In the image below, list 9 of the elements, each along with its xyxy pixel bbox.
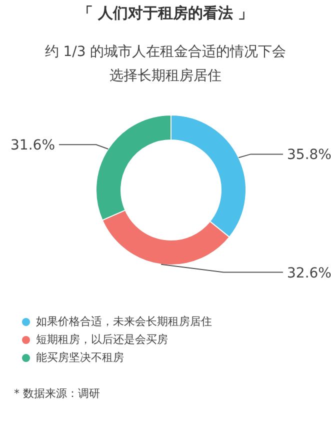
chart-title: 「 人们对于租房的看法 」 <box>76 4 254 23</box>
legend-label: 能买房坚决不租房 <box>36 350 124 366</box>
text: * 数据来源：调研 <box>14 386 100 401</box>
legend-label: 短期租房，以后还是会买房 <box>36 332 168 348</box>
data-label: 35.8% <box>287 147 331 164</box>
legend-label: 如果价格合适，未来会长期租房居住 <box>36 314 212 330</box>
data-label: 32.6% <box>287 265 331 282</box>
data-label: 31.6% <box>10 138 55 154</box>
chart-subtitle: 约 1/3 的城市人在租金合适的情况下会选择长期租房居住 <box>44 43 288 86</box>
